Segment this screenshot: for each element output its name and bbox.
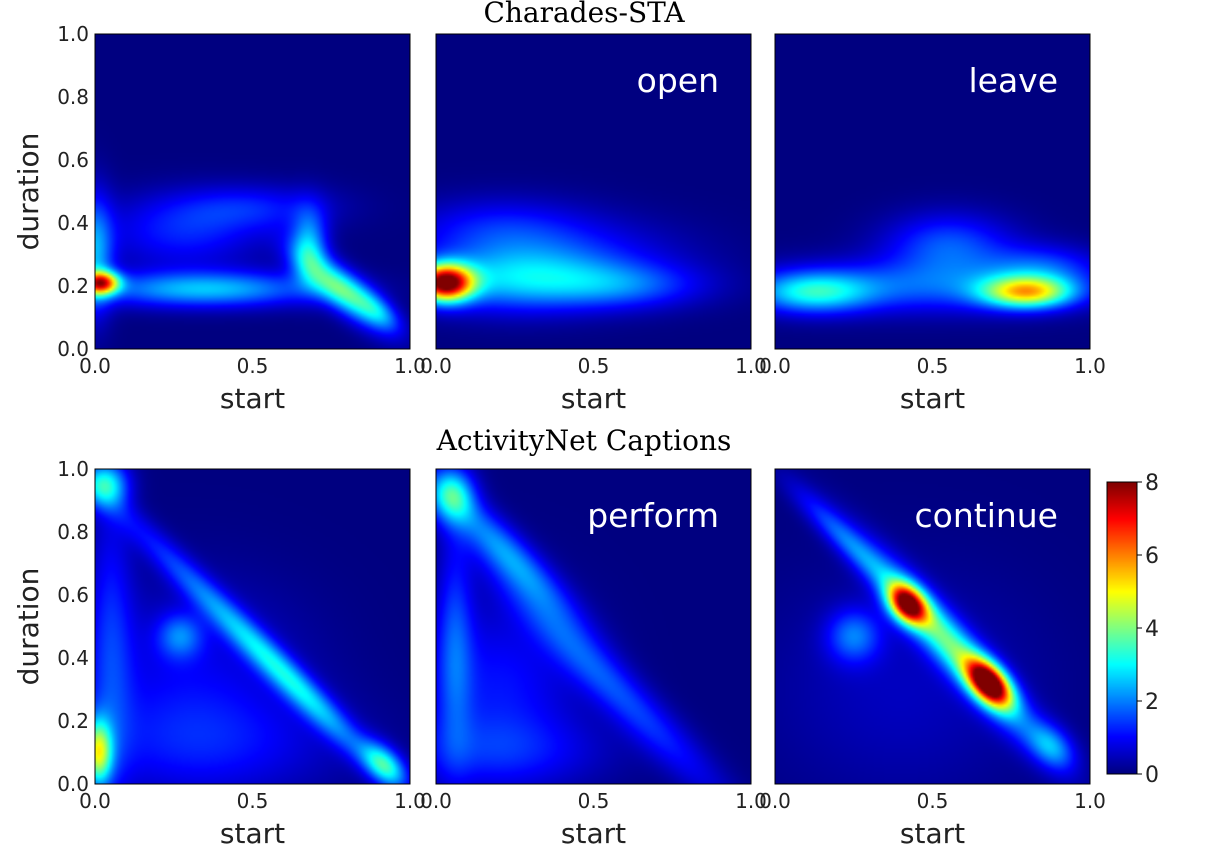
colorbar-tick-label: 4 bbox=[1145, 617, 1159, 642]
y-tick-label: 0.2 bbox=[57, 709, 89, 733]
x-tick-label: 0.0 bbox=[759, 354, 791, 378]
x-tick-label: 0.5 bbox=[237, 789, 269, 813]
y-tick-label: 0.8 bbox=[57, 85, 89, 109]
axes-frame bbox=[94, 468, 411, 785]
x-tick-label: 0.5 bbox=[578, 789, 610, 813]
row-title-activitynet: ActivityNet Captions bbox=[436, 424, 732, 457]
x-axis-label: start bbox=[900, 817, 965, 850]
colorbar-tick-label: 8 bbox=[1145, 471, 1159, 496]
x-tick-label: 0.0 bbox=[759, 789, 791, 813]
density-image bbox=[436, 469, 751, 784]
y-tick-label: 0.2 bbox=[57, 274, 89, 298]
axes-frame bbox=[435, 33, 752, 350]
density-image bbox=[95, 469, 410, 784]
x-tick-label: 1.0 bbox=[735, 789, 767, 813]
colorbar-tick-label: 2 bbox=[1145, 690, 1159, 715]
axes-frame bbox=[94, 33, 411, 350]
y-tick-label: 0.8 bbox=[57, 520, 89, 544]
y-tick-label: 0.6 bbox=[57, 148, 89, 172]
density-image bbox=[775, 469, 1090, 784]
y-tick-label: 0.4 bbox=[57, 211, 89, 235]
x-tick-label: 0.5 bbox=[917, 789, 949, 813]
x-axis-label: start bbox=[220, 382, 285, 415]
x-tick-label: 0.5 bbox=[237, 354, 269, 378]
heatmap-panel: 0.0 0.5 1.0 start continue bbox=[759, 468, 1106, 850]
panel-annotation: open bbox=[637, 61, 719, 100]
x-tick-label: 0.0 bbox=[420, 354, 452, 378]
density-image bbox=[775, 34, 1090, 349]
y-tick-label: 1.0 bbox=[57, 22, 89, 46]
heatmap-panel: 0.0 0.5 1.0 0.0 0.2 0.4 0.6 0.8 1.0 start duration bbox=[12, 457, 426, 850]
x-axis-label: start bbox=[220, 817, 285, 850]
x-tick-label: 1.0 bbox=[394, 789, 426, 813]
x-tick-label: 0.0 bbox=[79, 789, 111, 813]
x-axis-label: start bbox=[561, 817, 626, 850]
x-axis-label: start bbox=[561, 382, 626, 415]
y-tick-label: 0.0 bbox=[57, 337, 89, 361]
axes-frame bbox=[774, 468, 1091, 785]
x-tick-label: 0.5 bbox=[917, 354, 949, 378]
panel-annotation: perform bbox=[587, 496, 719, 535]
x-tick-label: 0.5 bbox=[578, 354, 610, 378]
x-tick-label: 1.0 bbox=[735, 354, 767, 378]
heatmap-panel: 0.0 0.5 1.0 0.0 0.2 0.4 0.6 0.8 1.0 start duration bbox=[12, 22, 426, 415]
axes-frame bbox=[435, 468, 752, 785]
colorbar: 0 2 4 6 8 bbox=[1106, 471, 1159, 788]
colorbar-tick-label: 0 bbox=[1145, 763, 1159, 788]
y-axis-label: duration bbox=[12, 568, 45, 686]
row-title-charades: Charades-STA bbox=[483, 0, 685, 29]
colorbar-tick-label: 6 bbox=[1145, 544, 1159, 569]
x-axis-label: start bbox=[900, 382, 965, 415]
y-tick-label: 0.0 bbox=[57, 772, 89, 796]
y-tick-label: 0.4 bbox=[57, 646, 89, 670]
heatmap-panel: 0.0 0.5 1.0 start perform bbox=[420, 468, 767, 850]
y-tick-label: 0.6 bbox=[57, 583, 89, 607]
x-tick-label: 1.0 bbox=[1074, 354, 1106, 378]
heatmap-panel: 0.0 0.5 1.0 start leave bbox=[759, 33, 1106, 415]
density-image bbox=[95, 34, 410, 349]
colorbar-gradient bbox=[1107, 482, 1137, 774]
heatmap-panel: 0.0 0.5 1.0 start open bbox=[420, 33, 767, 415]
x-tick-label: 1.0 bbox=[1074, 789, 1106, 813]
x-tick-label: 1.0 bbox=[394, 354, 426, 378]
axes-frame bbox=[774, 33, 1091, 350]
x-tick-label: 0.0 bbox=[420, 789, 452, 813]
panel-annotation: continue bbox=[915, 496, 1059, 535]
y-axis-label: duration bbox=[12, 133, 45, 251]
heatmap-panels: 0.0 0.5 1.00.00.20.40.60.81.0startduration… bbox=[12, 22, 1106, 850]
y-tick-label: 1.0 bbox=[57, 457, 89, 481]
density-image bbox=[436, 34, 751, 349]
x-tick-label: 0.0 bbox=[79, 354, 111, 378]
panel-annotation: leave bbox=[968, 61, 1058, 100]
